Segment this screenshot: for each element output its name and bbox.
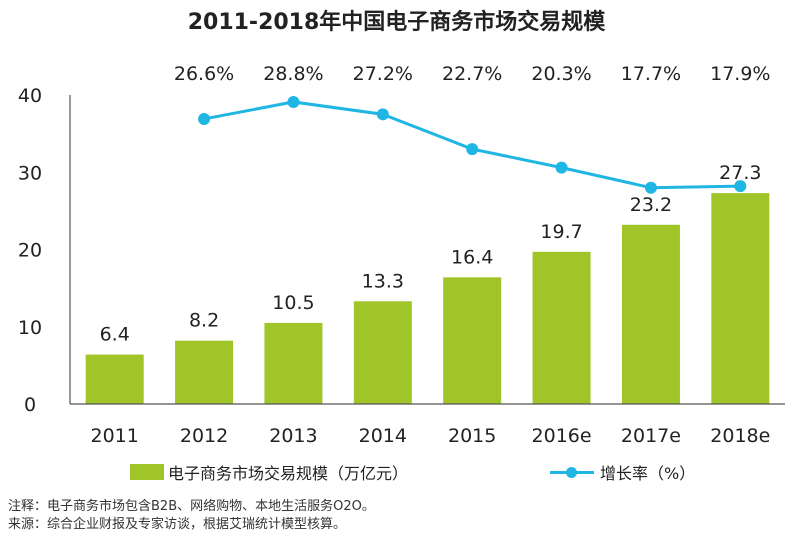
growth-value-label: 22.7% — [442, 63, 502, 85]
growth-point — [466, 143, 479, 156]
x-tick-label: 2014 — [359, 425, 407, 447]
bar-series — [85, 193, 770, 404]
growth-value-label: 20.3% — [531, 63, 591, 85]
growth-point — [734, 180, 747, 193]
y-tick-label: 30 — [18, 162, 42, 184]
growth-line-series — [198, 95, 747, 194]
footnotes: 注释：电子商务市场包含B2B、网络购物、本地生活服务O2O。 来源：综合企业财报… — [8, 498, 375, 534]
source-text: 来源：综合企业财报及专家访谈，根据艾瑞统计模型核算。 — [8, 517, 347, 532]
bar-value-label: 10.5 — [272, 292, 314, 314]
growth-value-label: 17.7% — [621, 63, 681, 85]
bar-value-label: 8.2 — [189, 310, 219, 332]
legend-swatch-line — [550, 464, 594, 480]
x-tick-label: 2018e — [710, 425, 770, 447]
growth-value-label: 27.2% — [353, 63, 413, 85]
growth-value-label: 28.8% — [263, 63, 323, 85]
y-tick-label: 40 — [18, 85, 42, 107]
legend-item-line: 增长率（%） — [550, 460, 695, 484]
x-tick-label: 2012 — [180, 425, 228, 447]
bar — [621, 224, 680, 404]
bar — [532, 251, 591, 404]
bar — [711, 193, 770, 404]
growth-value-label: 26.6% — [174, 63, 234, 85]
y-axis-ticks: 0 10 20 30 40 — [18, 85, 42, 416]
axes — [69, 95, 785, 405]
x-tick-label: 2017e — [621, 425, 681, 447]
y-tick-label: 10 — [18, 317, 42, 339]
bar-value-label: 13.3 — [362, 270, 404, 292]
bar — [175, 340, 234, 404]
x-tick-label: 2016e — [532, 425, 592, 447]
legend-line-marker — [566, 467, 577, 478]
legend-item-bar: 电子商务市场交易规模（万亿元） — [130, 460, 408, 484]
bar-value-label: 23.2 — [630, 194, 672, 216]
legend-label-bar: 电子商务市场交易规模（万亿元） — [168, 464, 409, 483]
bar — [85, 354, 144, 404]
bar-value-label: 27.3 — [719, 162, 761, 184]
growth-point — [287, 95, 300, 108]
bar-value-label: 16.4 — [451, 246, 493, 268]
growth-point — [555, 161, 568, 174]
x-axis-ticks: 2011 2012 2013 2014 2015 2016e 2017e 2018e — [91, 425, 771, 447]
legend-swatch-bar — [130, 464, 164, 480]
y-tick-label: 20 — [18, 240, 42, 262]
growth-point — [376, 108, 389, 121]
growth-point — [644, 181, 657, 194]
x-tick-label: 2015 — [448, 425, 496, 447]
legend-label-line: 增长率（%） — [600, 464, 696, 483]
bar-value-labels: 6.4 8.2 10.5 13.3 16.4 19.7 23.2 27.3 — [100, 162, 762, 345]
bar-value-label: 19.7 — [540, 221, 582, 243]
note-text: 注释：电子商务市场包含B2B、网络购物、本地生活服务O2O。 — [8, 499, 375, 514]
bar-value-label: 6.4 — [100, 324, 130, 346]
bar — [443, 277, 502, 404]
growth-value-labels: 26.6% 28.8% 27.2% 22.7% 20.3% 17.7% 17.9% — [174, 63, 771, 85]
chart-title: 2011-2018年中国电子商务市场交易规模 — [187, 10, 606, 35]
growth-value-label: 17.9% — [710, 63, 770, 85]
y-tick-label: 0 — [24, 394, 36, 416]
growth-point — [198, 112, 211, 125]
x-tick-label: 2011 — [91, 425, 139, 447]
bar — [353, 301, 412, 404]
x-tick-label: 2013 — [269, 425, 317, 447]
bar — [264, 322, 323, 404]
